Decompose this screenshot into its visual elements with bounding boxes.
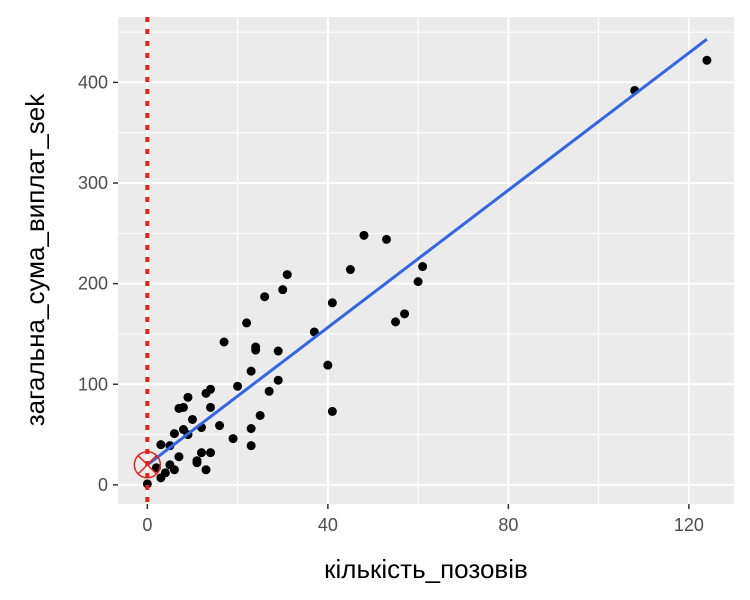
x-tick-label: 40 [318, 515, 338, 535]
data-point [345, 265, 355, 275]
data-point [246, 441, 256, 451]
data-point [196, 448, 206, 458]
data-point [359, 230, 369, 240]
data-point [400, 309, 410, 319]
data-point [174, 403, 184, 413]
data-point [192, 458, 202, 468]
data-point [246, 366, 256, 376]
data-point [219, 337, 229, 347]
data-point [242, 318, 252, 328]
x-tick-label: 120 [674, 515, 704, 535]
data-point [142, 479, 152, 489]
y-tick-label: 400 [78, 72, 108, 92]
y-tick-label: 100 [78, 374, 108, 394]
data-point [183, 392, 193, 402]
data-point [206, 402, 216, 412]
data-point [215, 421, 225, 431]
data-point [273, 346, 283, 356]
data-point [174, 452, 184, 462]
x-axis-ticks: 0 40 80 120 [142, 504, 704, 535]
y-tick-label: 300 [78, 173, 108, 193]
data-point [273, 375, 283, 385]
data-point [228, 434, 238, 444]
data-point [156, 440, 166, 450]
data-point [169, 429, 179, 439]
data-point [702, 55, 712, 65]
data-point [327, 298, 337, 308]
data-point [169, 465, 179, 475]
data-point [251, 345, 261, 355]
x-axis-title: кількість_позовів [324, 554, 528, 584]
data-point [246, 424, 256, 434]
data-point [391, 317, 401, 327]
data-point [156, 473, 166, 483]
data-point [187, 414, 197, 424]
data-point [382, 234, 392, 244]
y-axis-title: загальна_сума_виплат_sek [20, 93, 50, 427]
data-point [201, 465, 211, 475]
data-point [418, 262, 428, 272]
data-point [255, 410, 265, 420]
highlight-marker [133, 451, 162, 479]
data-point [327, 406, 337, 416]
data-point [264, 386, 274, 396]
data-point [201, 388, 211, 398]
data-point [260, 292, 270, 302]
data-point [413, 277, 423, 287]
data-point [206, 448, 216, 458]
y-axis-ticks: 0 100 200 300 400 [78, 72, 118, 495]
data-point [278, 285, 288, 295]
data-points [142, 55, 712, 489]
y-tick-label: 0 [98, 475, 108, 495]
marker-cross-b [137, 454, 158, 475]
major-gridlines [118, 17, 734, 504]
x-tick-label: 80 [498, 515, 518, 535]
data-point [323, 360, 333, 370]
marker-circle [133, 451, 162, 479]
y-tick-label: 200 [78, 274, 108, 294]
x-tick-label: 0 [142, 515, 152, 535]
regression-line [146, 37, 708, 466]
data-point [282, 270, 292, 280]
data-point [233, 381, 243, 391]
